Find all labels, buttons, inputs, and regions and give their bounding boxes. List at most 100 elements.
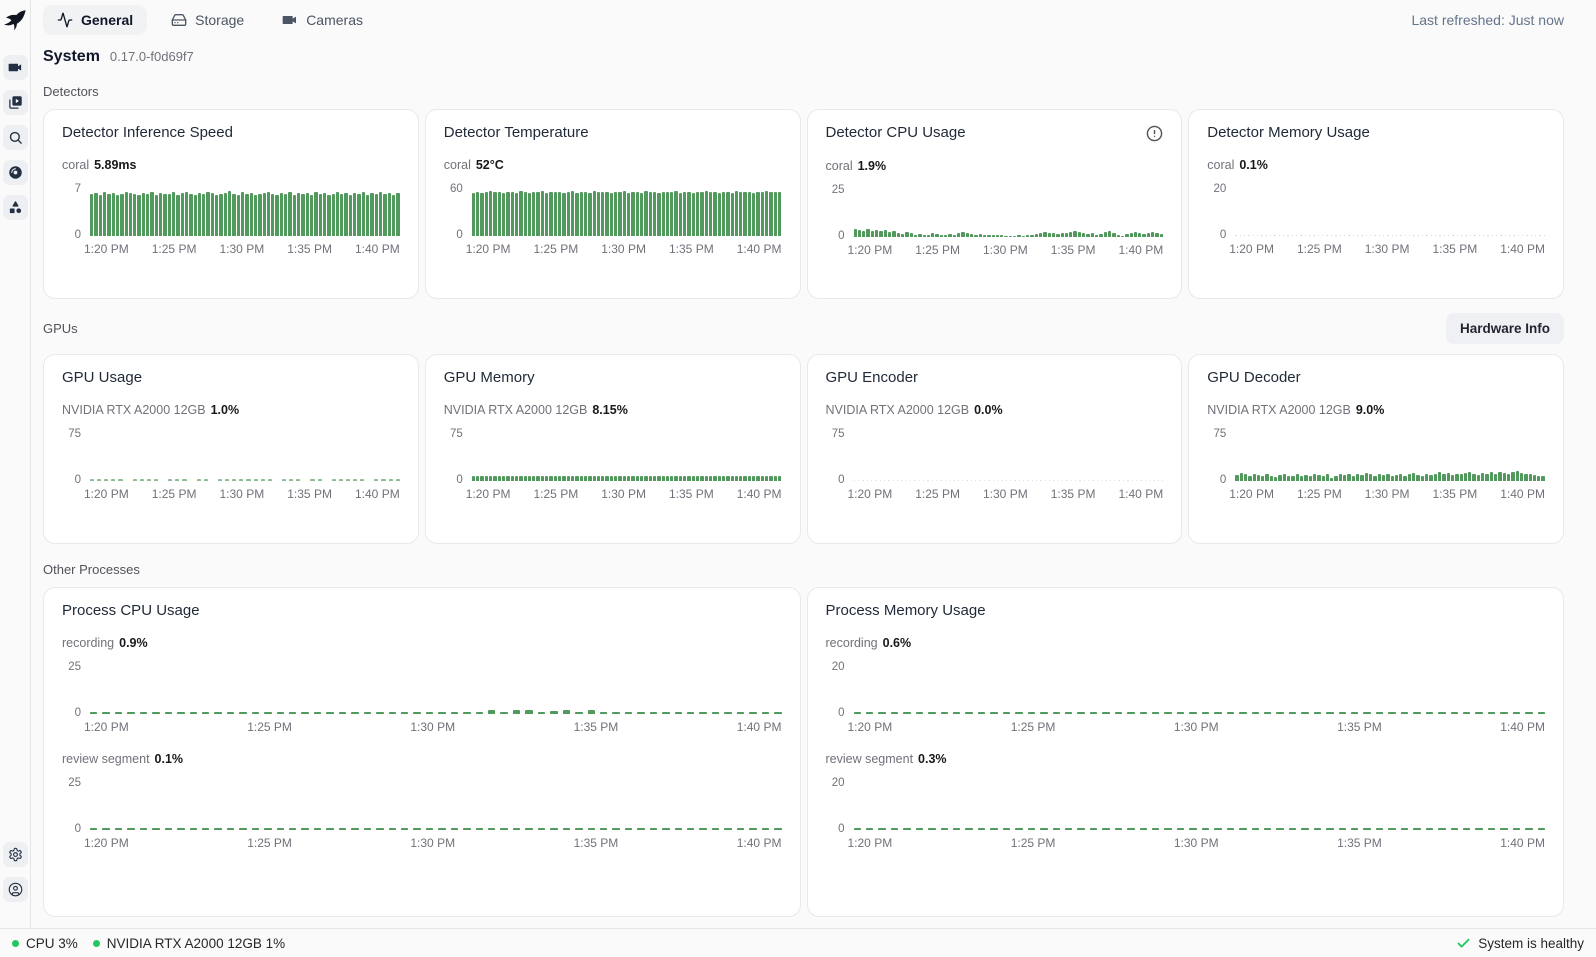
gpu-encoder-chart: 75 0 [826,428,1164,486]
check-icon [1457,938,1470,948]
status-gpu[interactable]: NVIDIA RTX A2000 12GB 1% [92,935,286,951]
video-camera-icon [282,16,297,24]
search-icon [9,131,22,144]
sidebar-plus-button[interactable] [2,195,28,220]
x-axis-ticks: 1:20 PM 1:25 PM 1:30 PM 1:35 PM 1:40 PM [1229,242,1545,256]
gpu-decoder-chart: 75 0 [1207,428,1545,486]
card-gpu-memory: GPU Memory NVIDIA RTX A2000 12GB 8.15% 7… [424,354,801,544]
green-dot-icon [92,939,100,947]
series-value: 0.1% [154,752,184,766]
x-axis-ticks: 1:20 PM 1:25 PM 1:30 PM 1:35 PM 1:40 PM [1229,487,1545,501]
series-value: 1.9% [857,159,887,173]
tab-storage[interactable]: Storage [157,5,258,35]
card-gpu-usage: GPU Usage NVIDIA RTX A2000 12GB 1.0% 75 0… [43,354,419,544]
review-icon [8,96,22,109]
card-process-memory-usage: Process Memory Usage recording 0.6% 20 0 … [806,587,1564,917]
series-value: 0.0% [974,403,1003,417]
recording-cpu-chart: 25 0 [62,661,782,719]
section-label-other-processes: Other Processes [43,562,140,577]
card-title: GPU Decoder [1207,369,1301,386]
processes-grid: Process CPU Usage recording 0.9% 25 0 1:2… [43,587,1564,917]
series-name: NVIDIA RTX A2000 12GB [443,403,588,417]
dash-plot [90,664,782,714]
detector-memory-chart: 20 0 [1207,183,1545,241]
detector-cpu-chart: 25 0 [826,184,1164,242]
sidebar-live-button[interactable] [2,55,28,80]
review-segment-memory-chart: 20 0 [826,777,1545,835]
x-axis-ticks: 1:20 PM 1:25 PM 1:30 PM 1:35 PM 1:40 PM [84,487,400,501]
card-gpu-encoder: GPU Encoder NVIDIA RTX A2000 12GB 0.0% 7… [806,354,1183,544]
top-navigation: General Storage Cameras Last refreshed: … [43,0,1564,40]
series-value: 8.15% [592,403,628,417]
gpu-usage-chart: 75 0 [62,428,400,486]
dash-plot [853,664,1545,714]
series-value: 0.9% [119,636,148,650]
x-axis-ticks: 1:20 PM 1:25 PM 1:30 PM 1:35 PM 1:40 PM [847,720,1545,734]
series-name: coral [825,159,853,173]
account-user-icon [8,882,22,897]
sidebar-search-button[interactable] [2,125,28,150]
main-content: General Storage Cameras Last refreshed: … [31,0,1596,928]
green-dot-icon [12,939,19,947]
last-refreshed-text: Last refreshed: Just now [1411,12,1564,28]
dash-plot [853,780,1545,830]
recording-memory-chart: 20 0 [826,661,1545,719]
card-detector-cpu-usage: Detector CPU Usage coral 1.9% 25 0 1:20 P… [806,109,1183,299]
tab-cameras[interactable]: Cameras [268,5,377,35]
status-gpu-label: NVIDIA RTX A2000 12GB 1% [106,935,286,951]
bar-plot [471,186,782,236]
x-axis-ticks: 1:20 PM 1:25 PM 1:30 PM 1:35 PM 1:40 PM [847,487,1164,501]
tab-general[interactable]: General [43,5,148,35]
frigate-logo [3,9,27,33]
sidebar-review-button[interactable] [2,90,28,115]
export-disc-icon [8,166,22,179]
card-title: Detector Temperature [443,124,589,141]
series-value: 0.1% [1239,158,1268,172]
sidebar-settings-button[interactable] [2,842,28,867]
activity-icon [57,12,73,28]
series-value: 0.6% [882,636,912,650]
metrics-tabs: General Storage Cameras [43,5,377,35]
settings-gear-icon [8,847,22,862]
tab-cameras-label: Cameras [306,12,363,28]
card-title: GPU Encoder [825,369,919,386]
page-version: 0.17.0-f0d69f7 [109,49,194,64]
status-cpu[interactable]: CPU 3% [12,936,78,951]
x-axis-ticks: 1:20 PM 1:25 PM 1:30 PM 1:35 PM 1:40 PM [84,836,782,850]
series-name: NVIDIA RTX A2000 12GB [62,403,206,417]
card-detector-memory-usage: Detector Memory Usage coral 0.1% 20 0 1:2… [1188,109,1564,299]
card-gpu-decoder: GPU Decoder NVIDIA RTX A2000 12GB 9.0% 7… [1188,354,1564,544]
sidebar [0,0,31,928]
card-title: Detector Inference Speed [62,124,233,141]
dot-plot [853,431,1164,481]
card-title: GPU Usage [62,369,143,386]
bar-plot [1235,431,1545,481]
card-process-cpu-usage: Process CPU Usage recording 0.9% 25 0 1:2… [43,587,801,917]
status-health[interactable]: System is healthy [1456,936,1584,951]
gpus-grid: GPU Usage NVIDIA RTX A2000 12GB 1.0% 75 0… [43,354,1564,544]
dot-plot [1235,186,1545,236]
hardware-info-button[interactable]: Hardware Info [1445,313,1564,344]
sidebar-account-button[interactable] [2,877,28,902]
dash-plot [90,780,782,830]
card-title: GPU Memory [443,369,535,386]
card-detector-temperature: Detector Temperature coral 52°C 60 0 1:20… [424,109,801,299]
shapes-icon [9,201,21,214]
temperature-chart: 60 0 [444,183,782,241]
x-axis-ticks: 1:20 PM 1:25 PM 1:30 PM 1:35 PM 1:40 PM [465,242,782,256]
series-name: recording [62,636,115,650]
x-axis-ticks: 1:20 PM 1:25 PM 1:30 PM 1:35 PM 1:40 PM [465,487,782,501]
series-value: 5.89ms [94,158,137,172]
series-name: review segment [62,752,150,766]
series-value: 1.0% [210,403,240,417]
alert-circle-icon[interactable] [1146,125,1163,142]
review-segment-cpu-chart: 25 0 [62,777,782,835]
bar-plot [853,187,1164,237]
sidebar-export-button[interactable] [2,160,28,185]
series-name: NVIDIA RTX A2000 12GB [1207,403,1351,417]
dash-plot [90,431,400,481]
status-cpu-label: CPU 3% [26,935,78,951]
